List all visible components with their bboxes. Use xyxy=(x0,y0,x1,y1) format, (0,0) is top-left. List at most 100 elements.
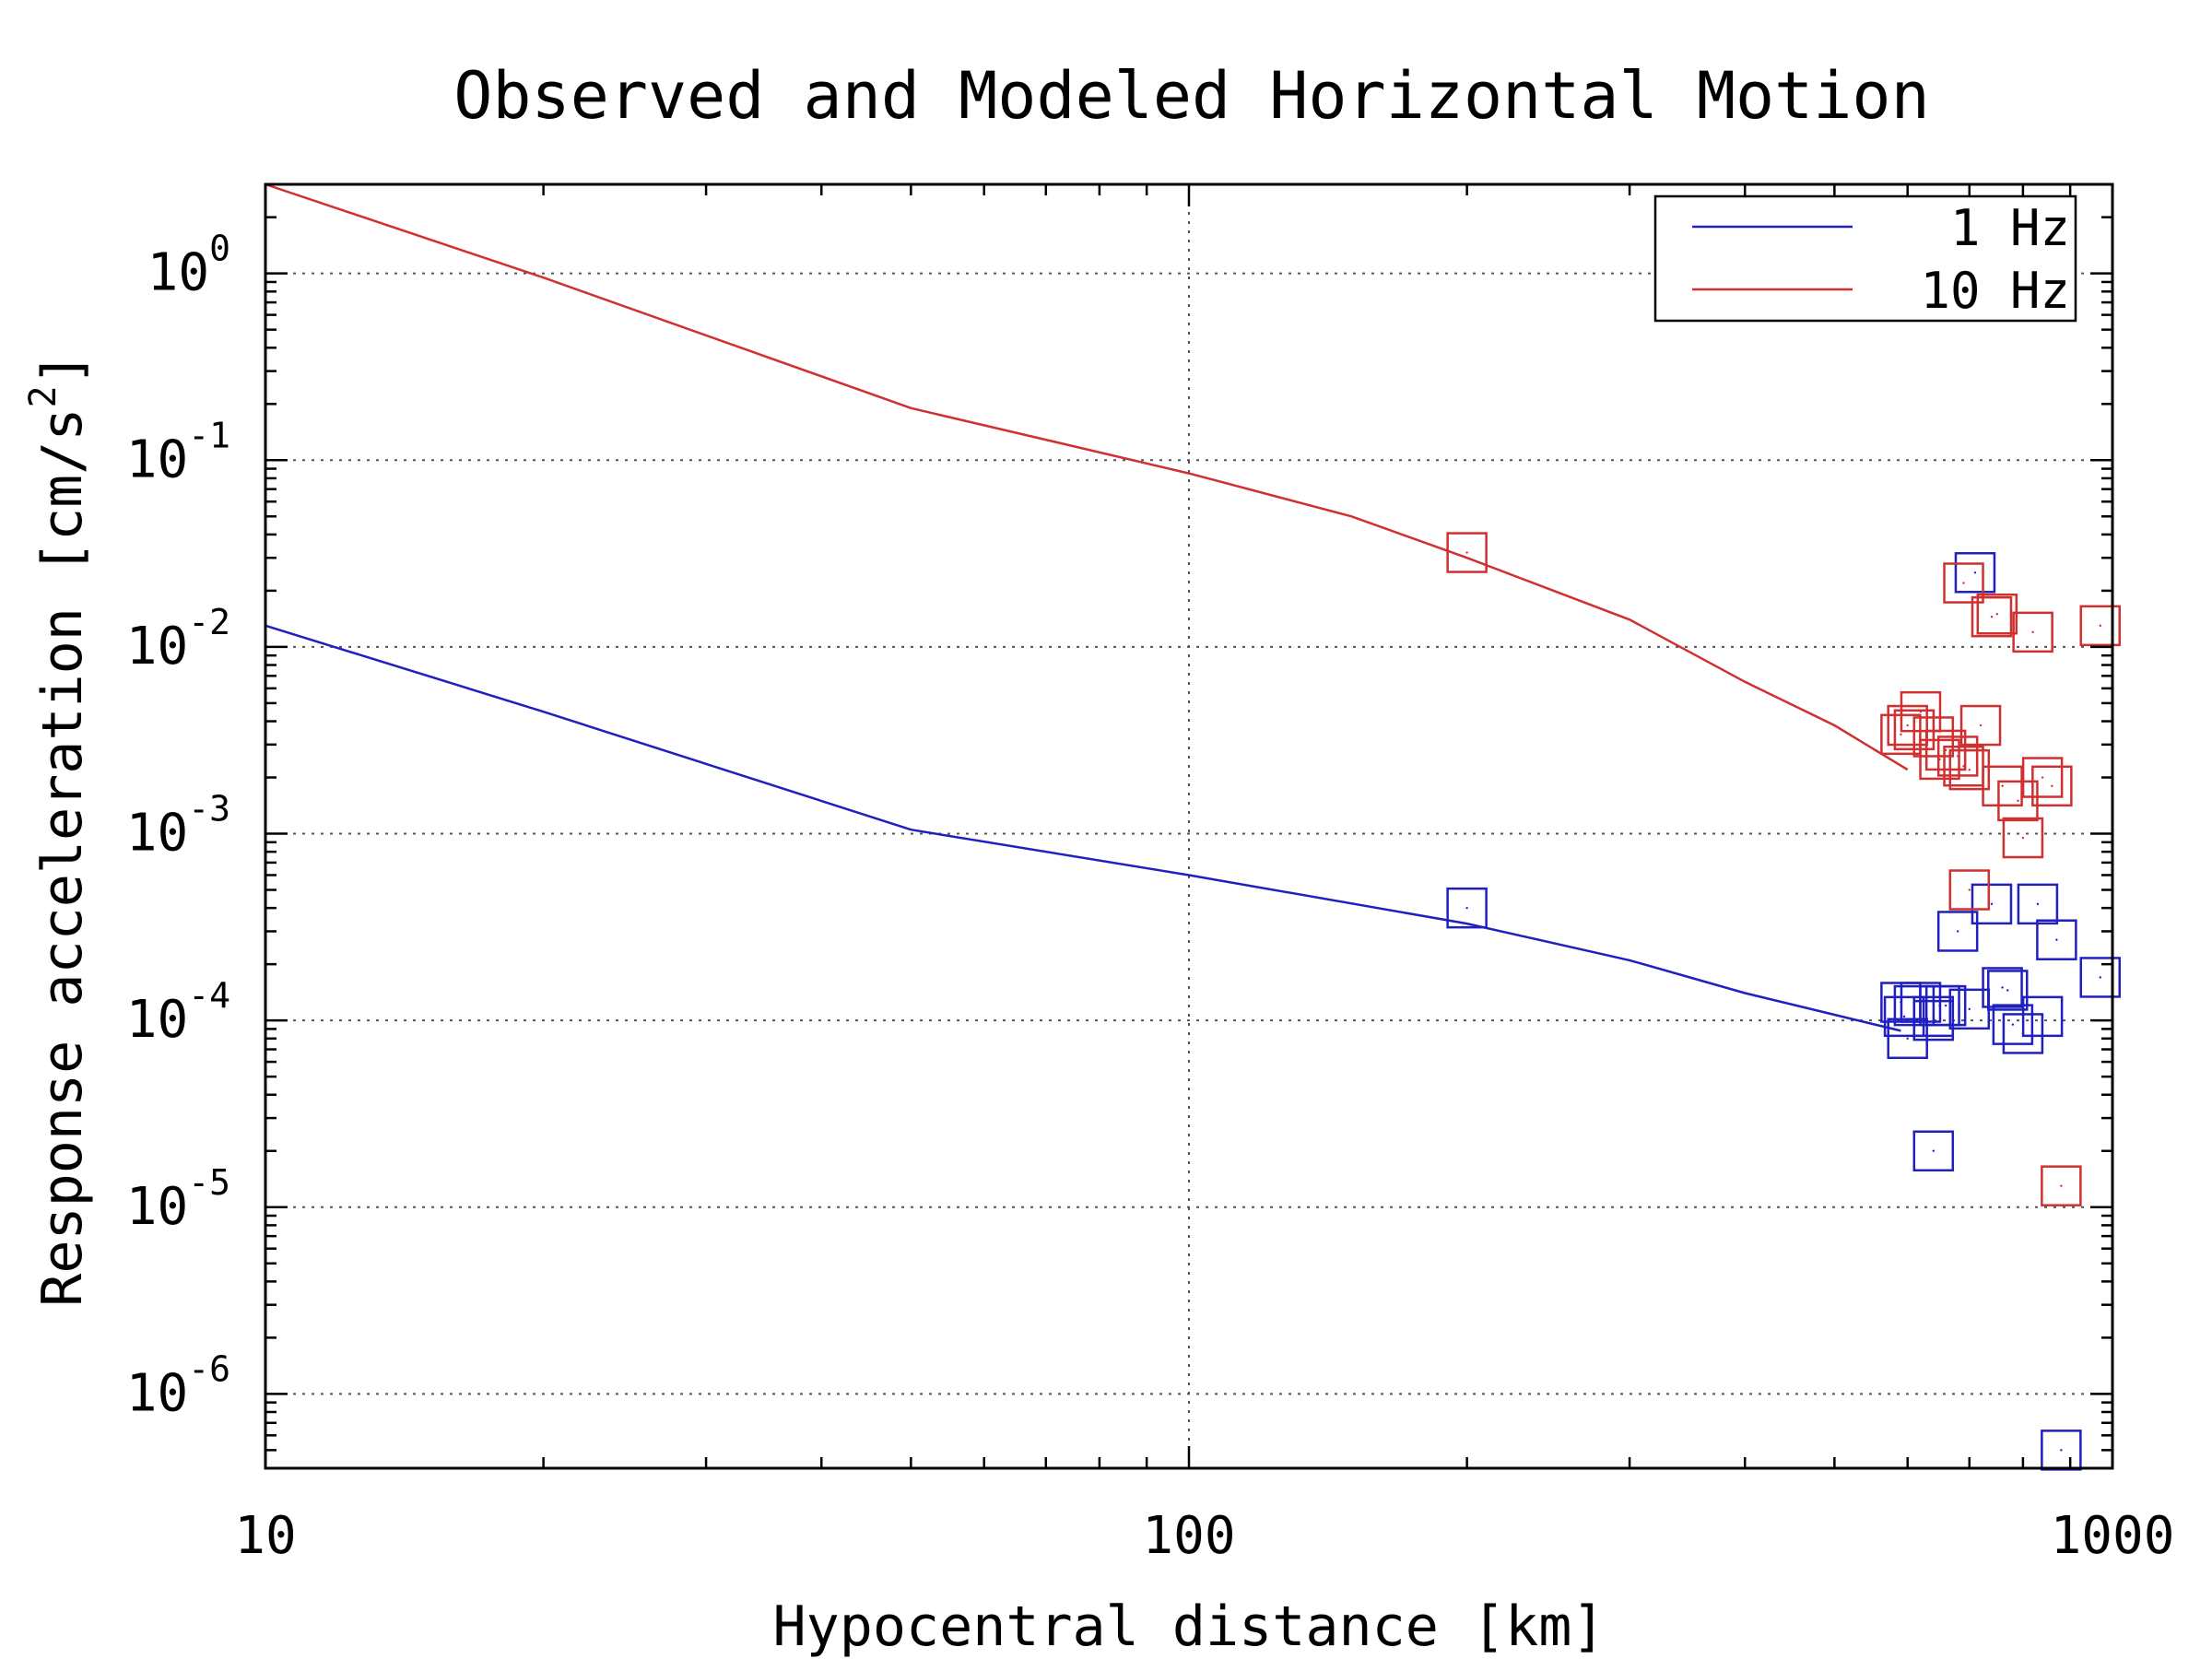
observed-point-10hz xyxy=(1997,780,2039,822)
legend-box xyxy=(1653,194,2077,323)
y-axis-label-end: ] xyxy=(30,352,95,385)
observed-point-10hz xyxy=(1976,593,2018,635)
observed-point-center-10hz xyxy=(2001,784,2004,787)
observed-point-center-10hz xyxy=(1962,582,1965,584)
point-layer xyxy=(1446,532,2121,1471)
y-axis-label: Response acceleration [cm/s2] xyxy=(22,352,95,1307)
observed-point-10hz xyxy=(1943,562,1984,604)
observed-point-1hz xyxy=(1971,883,2013,925)
observed-point-center-10hz xyxy=(2021,836,2025,840)
y-tick-base: 10 xyxy=(126,617,188,677)
observed-point-1hz xyxy=(2021,995,2064,1038)
observed-point-center-10hz xyxy=(1956,755,1959,758)
observed-point-1hz xyxy=(1982,967,2023,1008)
observed-point-10hz xyxy=(1446,532,1488,573)
observed-point-1hz xyxy=(1912,995,1955,1038)
x-tick-label: 10 xyxy=(234,1506,296,1566)
observed-point-10hz xyxy=(2002,817,2044,859)
observed-point-center-1hz xyxy=(1932,1149,1935,1152)
x-axis-label: Hypocentral distance [km] xyxy=(772,1594,1605,1659)
observed-point-center-10hz xyxy=(1962,765,1965,768)
observed-point-center-1hz xyxy=(2036,902,2040,906)
y-tick-exp: -2 xyxy=(188,602,230,642)
observed-point-center-1hz xyxy=(1919,1001,1923,1004)
y-tick-exp: -4 xyxy=(188,975,230,1016)
chart-title: Observed and Modeled Horizontal Motion xyxy=(453,58,1929,134)
observed-point-center-1hz xyxy=(1932,1015,1935,1018)
observed-point-center-1hz xyxy=(2011,1023,2015,1026)
observed-point-10hz xyxy=(2079,605,2121,647)
observed-point-center-10hz xyxy=(2099,624,2101,628)
y-tick-base: 10 xyxy=(147,243,209,303)
y-tick-label: 10-6 xyxy=(126,1348,230,1423)
y-tick-label: 100 xyxy=(147,229,230,303)
observed-point-10hz xyxy=(1936,735,1979,777)
observed-point-center-10hz xyxy=(2017,799,2019,803)
model-line-1hz xyxy=(265,624,1901,1032)
legend: 1 Hz 10 Hz xyxy=(1653,194,2077,323)
observed-point-10hz xyxy=(2021,757,2064,798)
line-layer xyxy=(265,182,1909,1032)
observed-point-center-10hz xyxy=(2051,784,2053,787)
y-tick-exp: -6 xyxy=(188,1348,230,1389)
observed-point-center-1hz xyxy=(2006,989,2009,992)
observed-point-10hz xyxy=(1948,869,1991,911)
y-tick-base: 10 xyxy=(126,429,188,489)
observed-point-1hz xyxy=(1924,984,1967,1027)
observed-point-center-10hz xyxy=(2060,1184,2063,1187)
observed-point-10hz xyxy=(2031,765,2073,807)
observed-point-center-10hz xyxy=(1900,733,1902,736)
observed-point-center-10hz xyxy=(2041,776,2044,779)
y-tick-base: 10 xyxy=(126,804,188,864)
y-axis-label-main: Response acceleration [cm/s xyxy=(30,407,95,1306)
observed-point-center-1hz xyxy=(1968,1007,1971,1011)
y-tick-base: 10 xyxy=(126,990,188,1050)
observed-point-center-10hz xyxy=(1465,551,1468,554)
y-tick-base: 10 xyxy=(126,1177,188,1237)
observed-point-center-10hz xyxy=(1932,735,1935,738)
observed-point-1hz xyxy=(2036,919,2077,960)
x-tick-label: 100 xyxy=(1142,1506,1235,1566)
observed-point-1hz xyxy=(1992,1004,2034,1045)
observed-point-center-10hz xyxy=(1990,616,1994,618)
y-tick-label: 10-4 xyxy=(126,975,230,1050)
observed-point-10hz xyxy=(1971,595,2013,638)
observed-point-10hz xyxy=(1959,704,2002,747)
observed-point-10hz xyxy=(1919,738,1960,781)
observed-point-1hz xyxy=(2079,957,2121,998)
observed-point-center-1hz xyxy=(1902,1015,1906,1018)
observed-point-center-1hz xyxy=(1906,1037,1909,1040)
observed-point-center-10hz xyxy=(1919,710,1923,713)
observed-point-1hz xyxy=(1900,982,1942,1023)
observed-point-1hz xyxy=(1987,970,2029,1011)
legend-label-10hz: 10 Hz xyxy=(1920,262,2070,320)
observed-point-center-10hz xyxy=(2031,630,2034,634)
observed-point-center-1hz xyxy=(1465,906,1468,910)
y-tick-exp: -3 xyxy=(188,789,230,830)
y-tick-base: 10 xyxy=(126,1363,188,1423)
observed-point-center-1hz xyxy=(2001,986,2004,989)
observed-point-10hz xyxy=(2041,1165,2082,1206)
observed-point-center-10hz xyxy=(1979,724,1983,727)
grid-layer xyxy=(265,184,2113,1468)
x-tick-label: 1000 xyxy=(2051,1506,2175,1566)
observed-point-10hz xyxy=(2012,611,2053,653)
observed-point-center-10hz xyxy=(1968,888,1971,891)
y-tick-exp: -1 xyxy=(188,415,230,455)
y-tick-exp: -5 xyxy=(188,1162,230,1203)
observed-point-center-1hz xyxy=(1956,930,1959,933)
legend-label-1hz: 1 Hz xyxy=(1950,199,2070,257)
observed-point-center-1hz xyxy=(1973,571,1977,574)
y-axis-label-sup: 2 xyxy=(22,385,65,407)
observed-point-1hz xyxy=(1912,1130,1955,1172)
y-tick-label: 10-3 xyxy=(126,789,230,864)
observed-point-1hz xyxy=(1936,911,1979,952)
y-tick-label: 10-1 xyxy=(126,415,230,489)
observed-point-10hz xyxy=(1982,765,2023,807)
y-tick-label: 10-5 xyxy=(126,1162,230,1237)
observed-point-1hz xyxy=(1883,995,1925,1038)
observed-point-center-1hz xyxy=(2055,938,2058,941)
model-line-10hz xyxy=(265,182,1909,771)
